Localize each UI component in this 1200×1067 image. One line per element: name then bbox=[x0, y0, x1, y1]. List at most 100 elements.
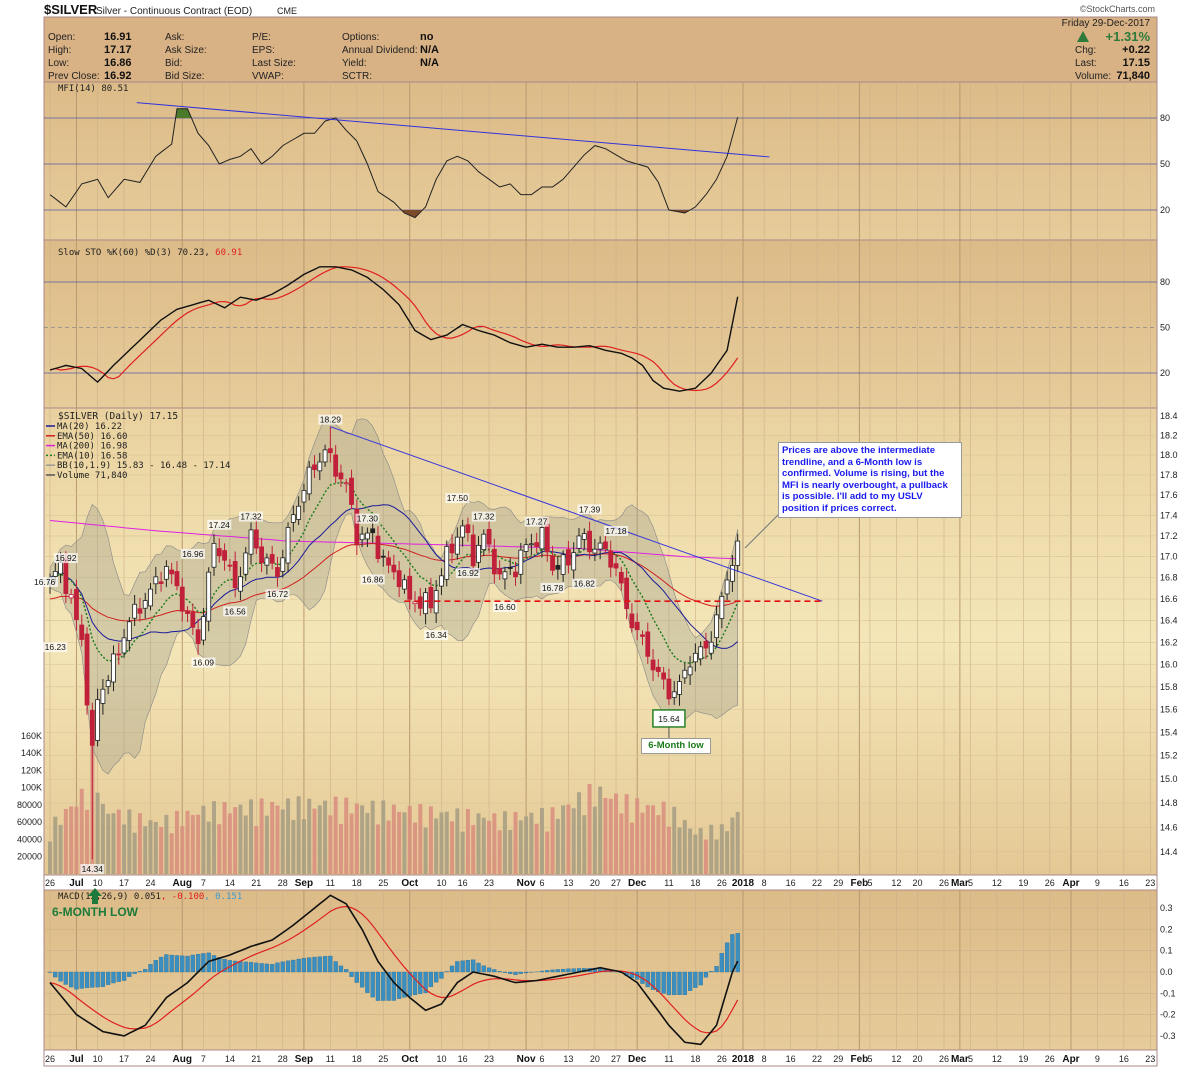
macd-histogram-bar bbox=[338, 965, 344, 973]
date-axis-label: 18 bbox=[690, 878, 700, 888]
volume-bar bbox=[211, 801, 216, 874]
price-label: 16.82 bbox=[574, 579, 596, 589]
macd-axis-label: 0.3 bbox=[1160, 903, 1173, 913]
macd-signal-line bbox=[49, 905, 739, 1034]
candle-body bbox=[497, 568, 503, 575]
volume-bar bbox=[111, 813, 116, 874]
volume-bar bbox=[249, 799, 254, 874]
ma200-line bbox=[49, 520, 738, 560]
candle-body bbox=[163, 566, 169, 580]
candle-body bbox=[158, 581, 164, 585]
candle-body bbox=[444, 546, 450, 580]
macd-histogram-bar bbox=[650, 971, 656, 990]
volume-axis-label: 40000 bbox=[17, 834, 42, 844]
candle-body bbox=[216, 548, 222, 557]
macd-histogram-bar bbox=[375, 971, 381, 1001]
price-label: 16.92 bbox=[55, 553, 77, 563]
candle-body bbox=[423, 592, 428, 615]
macd-histogram-bar bbox=[365, 971, 370, 993]
macd-histogram-bar bbox=[328, 955, 333, 973]
macd-line bbox=[49, 894, 739, 1046]
volume-bar bbox=[518, 820, 523, 874]
candle-body bbox=[285, 527, 291, 564]
price-label-bg bbox=[355, 513, 380, 524]
price-label-bg bbox=[223, 606, 248, 617]
quote-field-label: Prev Close: bbox=[48, 71, 100, 82]
candle-body bbox=[571, 552, 577, 571]
date-axis-label: Mar bbox=[951, 1054, 969, 1065]
date-axis-bottom bbox=[43, 1049, 1158, 1067]
candle-body bbox=[153, 576, 159, 585]
volume-bar bbox=[201, 805, 206, 874]
date-axis-label: Jul bbox=[69, 878, 84, 889]
macd-axis-label: 0.1 bbox=[1160, 946, 1173, 956]
volume-bar bbox=[53, 816, 58, 874]
volume-bar bbox=[434, 818, 439, 874]
volume-bar bbox=[69, 806, 74, 874]
candle-body bbox=[174, 571, 180, 587]
price-axis-label: 17.0 bbox=[1160, 552, 1178, 562]
candle-body bbox=[52, 571, 58, 577]
volume-bar bbox=[333, 796, 338, 874]
candle-body bbox=[682, 669, 688, 679]
date-axis-label: Feb bbox=[850, 1054, 868, 1065]
macd-histogram-bar bbox=[280, 961, 285, 973]
volume-bar bbox=[79, 788, 84, 874]
macd-histogram-bar bbox=[428, 971, 434, 988]
candle-body bbox=[296, 505, 302, 520]
date-axis-label: 7 bbox=[201, 878, 206, 888]
price-axis-label: 18.4 bbox=[1160, 411, 1178, 421]
sto-k-value: 70.23 bbox=[177, 248, 204, 258]
candle-body bbox=[724, 579, 730, 595]
candle-body bbox=[195, 629, 201, 645]
macd-histogram-bar bbox=[127, 971, 132, 977]
candle-body bbox=[89, 709, 95, 746]
volume-bar bbox=[58, 824, 63, 874]
volume-bar bbox=[344, 797, 349, 874]
volume-bar bbox=[502, 811, 507, 874]
candle-body bbox=[259, 546, 265, 564]
volume-bar bbox=[492, 813, 497, 874]
date-axis-label: 18 bbox=[352, 1054, 362, 1064]
price-axis-label: 15.4 bbox=[1160, 727, 1178, 737]
volume-bar bbox=[254, 826, 259, 874]
candle-body bbox=[264, 557, 270, 566]
macd-histogram-bar bbox=[164, 954, 169, 973]
macd-histogram-bar bbox=[95, 971, 100, 988]
macd-histogram-bar bbox=[285, 960, 291, 973]
price-label: 16.34 bbox=[426, 630, 448, 640]
quote-field-label: Open: bbox=[48, 32, 75, 43]
volume-bar bbox=[317, 805, 322, 874]
candle-body bbox=[211, 542, 217, 568]
date-axis-label: Aug bbox=[173, 878, 192, 889]
ema50-line bbox=[49, 542, 738, 622]
macd-histogram-bar bbox=[296, 958, 301, 973]
candle-body bbox=[137, 608, 143, 614]
date-axis-label: 26 bbox=[939, 1054, 949, 1064]
date-axis-label: 29 bbox=[833, 878, 843, 888]
six-month-low-label: 6-Month low bbox=[641, 738, 711, 754]
candle-body bbox=[169, 569, 175, 575]
volume-bar bbox=[698, 828, 703, 874]
price-label: 17.27 bbox=[526, 517, 548, 527]
macd-histogram-bar bbox=[275, 962, 280, 973]
date-axis-label: 10 bbox=[436, 878, 446, 888]
macd-histogram-bar bbox=[471, 959, 476, 973]
volume-bar bbox=[328, 815, 333, 874]
macd-histogram-bar bbox=[629, 971, 635, 978]
macd-histogram-bar bbox=[434, 971, 439, 983]
candle-body bbox=[201, 616, 206, 641]
date-axis-label: Mar bbox=[951, 878, 969, 889]
volume-bar bbox=[555, 818, 560, 874]
volume-bar bbox=[629, 822, 634, 874]
date-axis-label: 12 bbox=[891, 878, 901, 888]
macd-histogram-bar bbox=[412, 971, 418, 995]
macd-histogram-bar bbox=[254, 962, 259, 973]
price-label: 15.64 bbox=[658, 714, 680, 724]
volume-bar bbox=[444, 811, 449, 874]
candle-body bbox=[645, 631, 651, 657]
date-axis-label: 20 bbox=[913, 878, 923, 888]
price-axis-label: 14.4 bbox=[1160, 847, 1178, 857]
price-label: 17.39 bbox=[579, 504, 601, 514]
macd-histogram-bar bbox=[111, 971, 116, 984]
